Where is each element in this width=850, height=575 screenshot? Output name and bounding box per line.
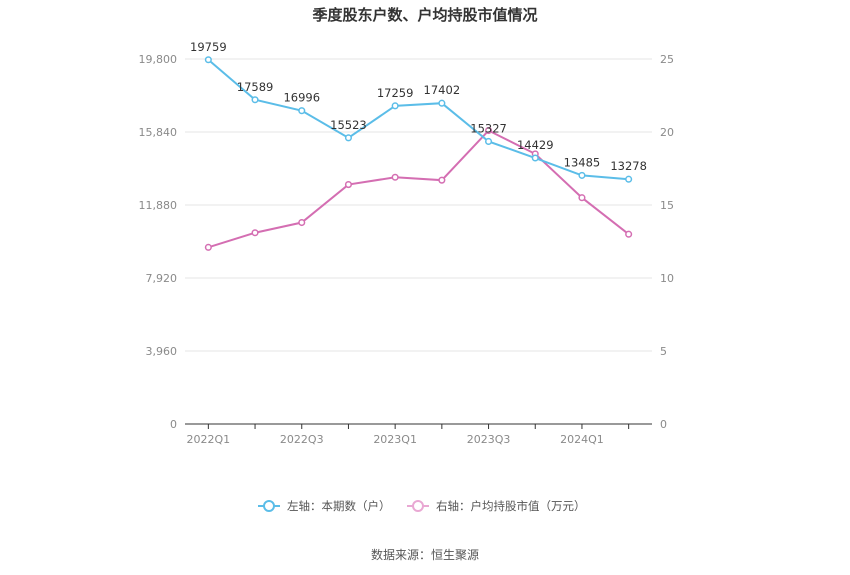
right-tick-label: 15 [660, 199, 674, 212]
left-tick-label: 15,840 [139, 126, 178, 139]
data-point[interactable] [625, 230, 633, 238]
chart-title: 季度股东户数、户均持股市值情况 [312, 6, 537, 24]
data-label: 17402 [424, 83, 461, 97]
data-label: 17259 [377, 86, 414, 100]
series-left: 19759 17589 16996 15523 17259 17402 15327 14429… [190, 40, 647, 183]
data-label: 19759 [190, 40, 227, 54]
data-label: 17589 [237, 80, 274, 94]
data-label: 16996 [283, 91, 320, 105]
data-point[interactable] [298, 107, 306, 115]
x-axis: 2022Q1 2022Q3 2023Q1 2023Q3 2024Q1 [187, 424, 630, 446]
legend[interactable]: 左轴：本期数（户） 右轴：户均持股市值（万元） [258, 499, 586, 513]
left-tick-label: 11,880 [139, 199, 178, 212]
data-point[interactable] [251, 96, 259, 104]
data-point[interactable] [204, 56, 212, 64]
data-point[interactable] [438, 176, 446, 184]
data-point[interactable] [298, 218, 306, 227]
grid [185, 58, 652, 425]
legend-swatch-marker [412, 500, 424, 512]
right-tick-label: 10 [660, 272, 674, 285]
right-tick-label: 0 [660, 418, 667, 431]
data-point[interactable] [344, 181, 353, 189]
series-line [208, 129, 630, 249]
data-label: 15523 [330, 118, 367, 132]
x-tick-label: 2023Q1 [373, 433, 417, 446]
data-point[interactable] [625, 175, 633, 183]
data-point[interactable] [391, 102, 399, 110]
data-point[interactable] [438, 99, 446, 107]
legend-label[interactable]: 左轴：本期数（户） [287, 499, 391, 513]
data-point[interactable] [485, 137, 493, 146]
data-point[interactable] [251, 229, 259, 237]
data-point[interactable] [578, 171, 586, 179]
x-tick-label: 2022Q3 [280, 433, 324, 446]
left-tick-label: 7,920 [146, 272, 178, 285]
data-point[interactable] [391, 173, 399, 181]
right-tick-label: 20 [660, 126, 674, 139]
data-point[interactable] [531, 154, 539, 162]
left-tick-label: 19,800 [139, 53, 178, 66]
data-point[interactable] [578, 194, 586, 202]
series-right [204, 126, 633, 251]
data-point[interactable] [485, 126, 493, 135]
source-note: 数据来源：恒生聚源 [371, 547, 479, 562]
data-label: 13278 [610, 159, 647, 173]
x-tick-label: 2023Q3 [467, 433, 511, 446]
left-axis: 0 3,960 7,920 11,880 15,840 19,800 [139, 53, 178, 431]
data-point[interactable] [344, 134, 353, 142]
x-tick-label: 2024Q1 [560, 433, 604, 446]
legend-swatch-marker [263, 500, 275, 512]
left-tick-label: 0 [170, 418, 177, 431]
left-tick-label: 3,960 [146, 345, 178, 358]
legend-label[interactable]: 右轴：户均持股市值（万元） [436, 499, 586, 513]
right-tick-label: 5 [660, 345, 667, 358]
data-point[interactable] [204, 243, 212, 251]
data-label: 14429 [517, 138, 554, 152]
right-tick-label: 25 [660, 53, 674, 66]
series-line [207, 58, 629, 181]
right-axis: 0 5 10 15 20 25 [660, 53, 674, 431]
x-tick-label: 2022Q1 [187, 433, 231, 446]
data-label: 13485 [564, 155, 601, 169]
data-label: 15327 [470, 121, 507, 135]
